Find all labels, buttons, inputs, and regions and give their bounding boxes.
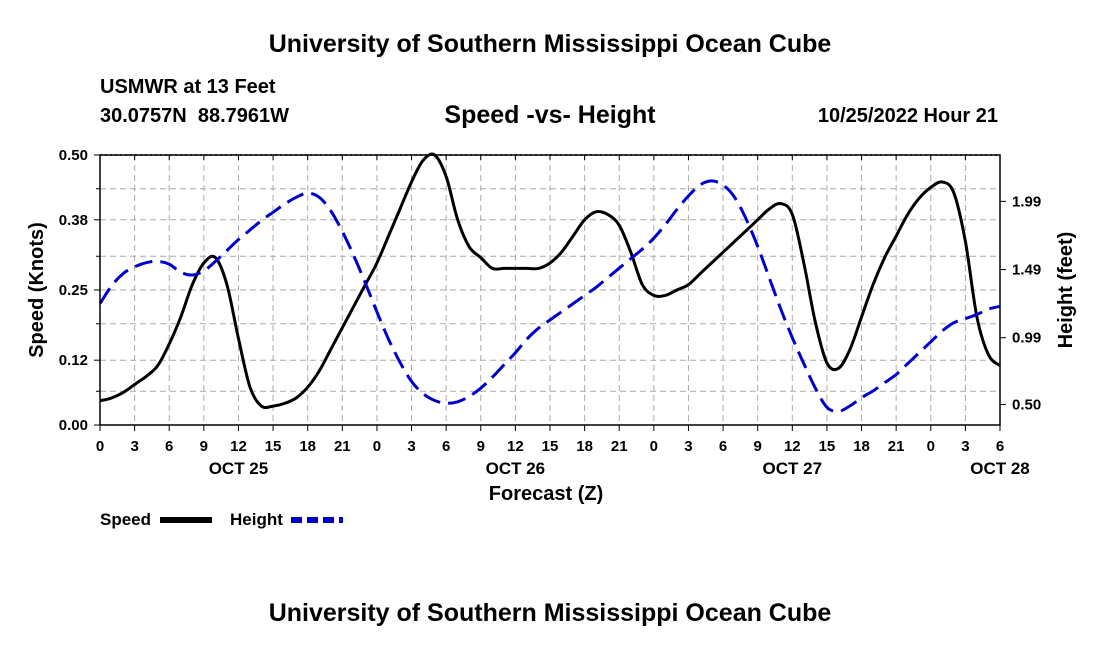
- x-tick-label: 0: [650, 438, 658, 455]
- x-tick-label: 6: [442, 438, 450, 455]
- x-tick-label: 9: [200, 438, 208, 455]
- x-tick-label: 3: [407, 438, 415, 455]
- y2-tick-label: 1.49: [1012, 262, 1041, 279]
- y-tick-label: 0.12: [59, 352, 88, 369]
- x-tick-label: 15: [819, 438, 836, 455]
- y-axis-label: Speed (Knots): [26, 222, 48, 358]
- axes: 0 3 6 9 12 15 18 21 0 3 6 9 12 15 18 21 0 3 6 9 12 15 18 21 0 3 6 O…: [59, 147, 1041, 478]
- x-tick-label: 9: [477, 438, 485, 455]
- x-tick-label: 21: [611, 438, 628, 455]
- x-tick-label: 18: [853, 438, 870, 455]
- y2-axis-label: Height (feet): [1055, 232, 1077, 349]
- legend-speed-label: Speed: [100, 510, 151, 529]
- legend-height-label: Height: [230, 510, 283, 529]
- chart-title: University of Southern Mississippi Ocean…: [268, 30, 832, 58]
- x-tick-label: 3: [130, 438, 138, 455]
- x-tick-label: 18: [299, 438, 316, 455]
- speed-series-line: [99, 152, 1002, 410]
- x-tick-label: 18: [576, 438, 593, 455]
- x-tick-label: 12: [230, 438, 247, 455]
- x-tick-label: 12: [507, 438, 524, 455]
- x-tick-label: 21: [334, 438, 351, 455]
- x-day-label: OCT 25: [209, 459, 269, 478]
- x-tick-label: 6: [719, 438, 727, 455]
- y2-tick-label: 0.50: [1012, 397, 1041, 414]
- footer-title: University of Southern Mississippi Ocean…: [268, 599, 832, 627]
- y2-tick-label: 0.99: [1012, 330, 1041, 347]
- x-day-label: OCT 28: [970, 459, 1030, 478]
- x-tick-label: 21: [888, 438, 905, 455]
- x-tick-label: 9: [754, 438, 762, 455]
- legend: Speed Height: [100, 510, 343, 529]
- x-axis-label: Forecast (Z): [489, 483, 603, 505]
- x-tick-label: 6: [996, 438, 1004, 455]
- x-tick-label: 15: [542, 438, 559, 455]
- y-tick-label: 0.38: [59, 212, 88, 229]
- x-tick-label: 3: [684, 438, 692, 455]
- height-series-line: [98, 179, 1001, 413]
- x-day-label: OCT 27: [763, 459, 823, 478]
- x-tick-label: 0: [927, 438, 935, 455]
- forecast-datetime: 10/25/2022 Hour 21: [817, 105, 998, 127]
- x-tick-label: 0: [96, 438, 104, 455]
- chart-subtitle: Speed -vs- Height: [444, 101, 656, 129]
- y-tick-label: 0.00: [59, 417, 88, 434]
- grid: [100, 155, 1000, 425]
- y2-tick-label: 1.99: [1012, 193, 1041, 210]
- station-name: USMWR at 13 Feet: [100, 76, 276, 98]
- x-tick-label: 6: [165, 438, 173, 455]
- x-tick-label: 0: [373, 438, 381, 455]
- y-tick-label: 0.25: [59, 282, 88, 299]
- x-tick-label: 15: [265, 438, 282, 455]
- y-tick-label: 0.50: [59, 147, 88, 164]
- series-layer: [98, 152, 1002, 413]
- x-tick-label: 3: [961, 438, 969, 455]
- station-coordinates: 30.0757N 88.7961W: [100, 105, 290, 127]
- x-day-label: OCT 26: [486, 459, 546, 478]
- x-tick-label: 12: [784, 438, 801, 455]
